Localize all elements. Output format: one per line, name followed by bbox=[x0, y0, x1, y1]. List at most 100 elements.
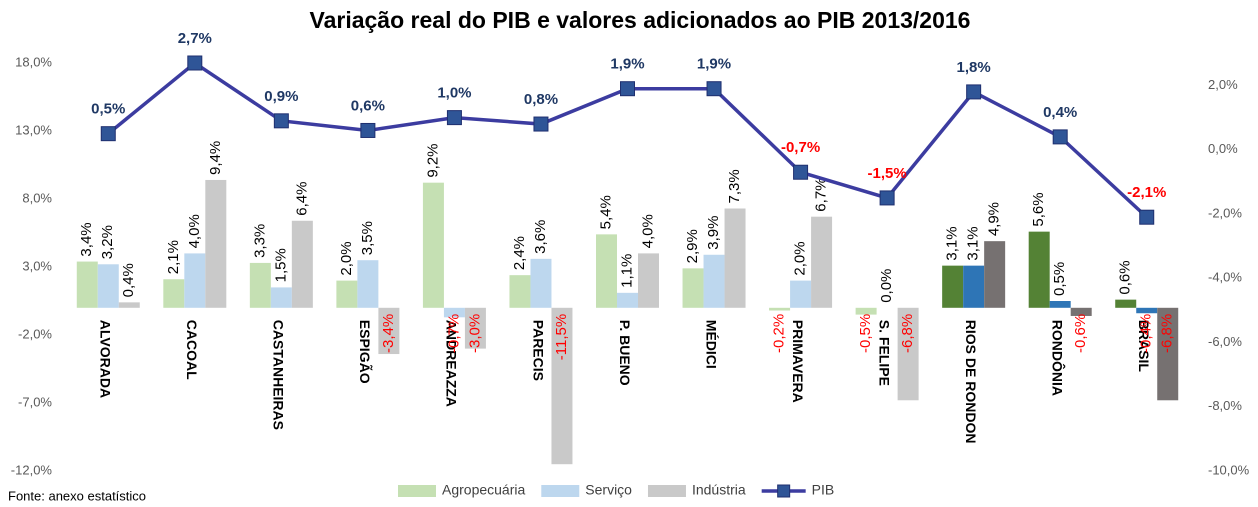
bar-value-label: 3,2% bbox=[99, 225, 116, 259]
y-tick-label: 13,0% bbox=[15, 122, 52, 137]
pib-marker bbox=[100, 126, 116, 142]
x-tick-label: ANDREAZZA bbox=[444, 320, 460, 407]
legend-label: Agropecuária bbox=[442, 482, 525, 498]
bar-value-label: 3,1% bbox=[965, 226, 982, 260]
x-tick-label: P. BUENO bbox=[617, 320, 633, 386]
bar-value-label: 2,1% bbox=[165, 240, 182, 274]
bar-value-label: -0,6% bbox=[1072, 314, 1089, 353]
pib-marker bbox=[1052, 129, 1068, 145]
bar-value-label: -11,5% bbox=[553, 314, 570, 360]
bar bbox=[163, 279, 185, 308]
legend-swatch bbox=[541, 485, 580, 497]
bar bbox=[1070, 307, 1092, 316]
pib-marker bbox=[446, 110, 462, 126]
pib-marker bbox=[620, 81, 635, 97]
bar bbox=[897, 307, 919, 401]
bar bbox=[811, 216, 833, 308]
pib-marker bbox=[187, 55, 203, 71]
chart-title: Variação real do PIB e valores adicionad… bbox=[310, 7, 971, 33]
pib-marker bbox=[706, 81, 722, 97]
bar bbox=[249, 262, 271, 308]
bar-value-label: 3,3% bbox=[251, 224, 268, 258]
x-tick-label: RIOS DE RONDON bbox=[963, 320, 979, 444]
legend-marker bbox=[777, 484, 791, 498]
bar bbox=[270, 287, 292, 308]
bar-value-label: 0,4% bbox=[120, 263, 137, 297]
pib-marker bbox=[273, 113, 289, 129]
bar-value-label: 2,0% bbox=[792, 241, 809, 275]
x-tick-label: ALVORADA bbox=[98, 320, 114, 398]
bar bbox=[617, 292, 638, 308]
bar-value-label: 1,5% bbox=[272, 248, 289, 282]
pib-value-label: 0,4% bbox=[1043, 104, 1077, 121]
bar bbox=[422, 182, 444, 308]
bar bbox=[724, 208, 746, 308]
bar-value-label: 3,6% bbox=[532, 220, 549, 254]
bar-value-label: 2,4% bbox=[511, 236, 528, 270]
bar bbox=[638, 253, 659, 308]
pib-value-label: -0,7% bbox=[781, 139, 820, 156]
bar bbox=[790, 280, 812, 308]
x-tick-label: PARECIS bbox=[530, 320, 546, 381]
bar bbox=[769, 307, 791, 311]
bar-value-label: 6,7% bbox=[813, 177, 830, 211]
bar bbox=[205, 179, 227, 308]
pib-value-label: -1,5% bbox=[868, 165, 907, 182]
bar bbox=[963, 265, 985, 308]
legend-swatch bbox=[647, 485, 686, 497]
bar bbox=[97, 264, 119, 308]
bar bbox=[682, 268, 704, 308]
bar bbox=[336, 280, 358, 308]
bar-value-label: 3,1% bbox=[944, 226, 961, 260]
bar bbox=[855, 307, 877, 315]
bar bbox=[464, 307, 486, 349]
y2-tick-label: 2,0% bbox=[1208, 77, 1238, 92]
x-tick-label: CACOAL bbox=[184, 320, 200, 380]
bar bbox=[703, 254, 725, 308]
legend-label: Serviço bbox=[585, 482, 632, 498]
bar-value-label: 9,4% bbox=[207, 141, 224, 175]
bar-value-label: 4,0% bbox=[186, 214, 203, 248]
bar bbox=[1115, 299, 1137, 308]
y2-tick-label: -8,0% bbox=[1208, 398, 1242, 413]
pib-marker bbox=[793, 164, 809, 180]
x-tick-label: ESPIGÃO bbox=[357, 320, 374, 384]
pib-value-label: 0,8% bbox=[524, 91, 558, 108]
pib-marker bbox=[879, 190, 895, 206]
bar bbox=[530, 258, 552, 308]
bar bbox=[509, 275, 531, 308]
bar-value-label: -6,8% bbox=[899, 314, 916, 353]
pib-value-label: -2,1% bbox=[1127, 184, 1166, 201]
pib-value-label: 1,9% bbox=[697, 56, 731, 73]
y-tick-label: -7,0% bbox=[18, 394, 52, 409]
bar-value-label: -3,4% bbox=[380, 314, 397, 353]
bar bbox=[1049, 301, 1071, 308]
x-tick-label: S. FELIPE bbox=[876, 320, 892, 386]
bar-value-label: -6,8% bbox=[1159, 314, 1176, 353]
pib-value-label: 1,0% bbox=[437, 85, 471, 102]
bar bbox=[942, 265, 964, 308]
bar-value-label: 3,5% bbox=[359, 221, 376, 255]
x-tick-label: RONDÔNIA bbox=[1049, 320, 1066, 396]
pib-value-label: 2,7% bbox=[178, 30, 212, 47]
bar-value-label: 5,6% bbox=[1030, 192, 1047, 226]
x-tick-label: MÉDICI bbox=[703, 320, 719, 369]
bar-value-label: 3,9% bbox=[705, 216, 722, 250]
bar bbox=[118, 302, 140, 308]
bar-value-label: 4,0% bbox=[639, 214, 656, 248]
bar bbox=[984, 241, 1006, 308]
x-tick-label: BRASIL bbox=[1136, 320, 1152, 373]
pib-value-label: 0,5% bbox=[91, 101, 125, 118]
pib-value-label: 1,8% bbox=[957, 59, 991, 76]
x-tick-label: CASTANHEIRAS bbox=[271, 320, 287, 430]
legend-label: PIB bbox=[812, 482, 835, 498]
pib-value-label: 0,6% bbox=[351, 97, 385, 114]
bar bbox=[357, 260, 379, 308]
bar bbox=[1157, 307, 1179, 401]
bar-value-label: 0,0% bbox=[878, 269, 895, 303]
y2-tick-label: -4,0% bbox=[1208, 270, 1242, 285]
y-tick-label: 18,0% bbox=[15, 54, 52, 69]
legend-swatch bbox=[398, 485, 436, 497]
bar bbox=[184, 253, 206, 308]
